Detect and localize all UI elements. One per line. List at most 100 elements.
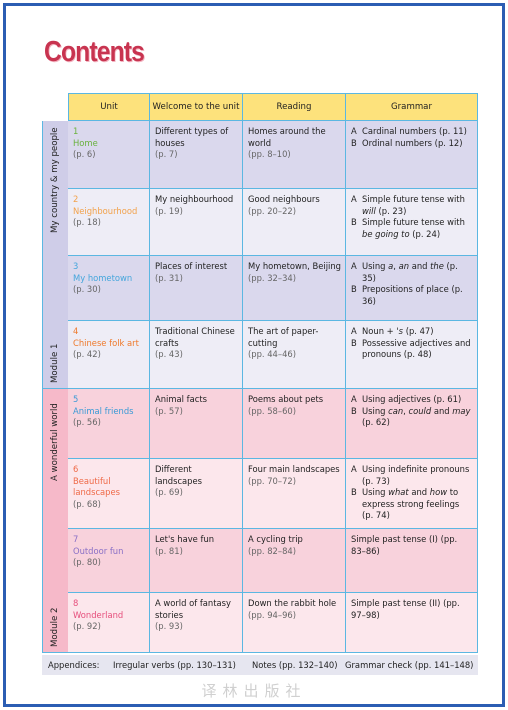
grammar-part: , (393, 261, 399, 271)
unit-number: 6 (73, 464, 79, 474)
reading-text: My hometown, Beijing (248, 261, 341, 271)
grammar-letter: B (351, 137, 357, 148)
reading-cell: The art of paper-cutting (pp. 44–46) (243, 321, 346, 389)
unit-cell: 3 My hometown (p. 30) (68, 256, 150, 321)
grammar-part: Using (362, 261, 389, 271)
reading-cell: Four main landscapes (pp. 70–72) (243, 459, 346, 529)
grammar-item: A Simple future tense with will (p. 23) (351, 194, 473, 217)
reading-cell: My hometown, Beijing (pp. 32–34) (243, 256, 346, 321)
grammar-part: 's (396, 326, 404, 336)
module-label: Module 1 (50, 343, 60, 383)
grammar-part: and (409, 261, 431, 271)
reading-cell: Good neighbours (pp. 20–22) (243, 189, 346, 256)
grammar-part: can (388, 405, 404, 416)
grammar-item: A Using indefinite pronouns (p. 73) (351, 464, 473, 487)
unit-name: Outdoor fun (73, 545, 124, 556)
welcome-text: Different landscapes (155, 464, 203, 486)
unit-number: 5 (73, 394, 79, 404)
unit-cell: 6 Beautiful landscapes (p. 68) (68, 459, 150, 529)
grammar-cell: A Using adjectives (p. 61) B Using can, cou… (346, 389, 478, 459)
module-strip (42, 389, 69, 653)
grammar-part: Using (362, 487, 389, 497)
grammar-text: Possessive adjectives and pronouns (p. 4… (362, 338, 473, 361)
grammar-cell: A Simple future tense with will (p. 23) B S… (346, 189, 478, 256)
reading-text: The art of paper-cutting (248, 326, 319, 348)
grammar-part: Simple future tense with (362, 217, 465, 227)
grammar-item: A Using adjectives (p. 61) (351, 394, 473, 406)
header-cell: Grammar (346, 93, 478, 121)
grammar-part: (p. 23) (375, 205, 407, 216)
unit-number: 4 (73, 326, 79, 336)
unit-pages: (p. 92) (73, 621, 101, 631)
watermark: 译林出版社 (201, 682, 307, 700)
grammar-letter: B (351, 337, 357, 348)
welcome-text: Places of interest (155, 261, 228, 271)
grammar-item: B Prepositions of place (p. 36) (351, 284, 473, 307)
welcome-cell: Let's have fun (p. 81) (150, 529, 243, 593)
welcome-pages: (p. 93) (155, 621, 183, 631)
unit-pages: (p. 18) (73, 217, 101, 227)
grammar-text: Using indefinite pronouns (p. 73) (362, 464, 473, 487)
grammar-text: Cardinal numbers (p. 11) (362, 126, 467, 138)
welcome-text: A world of fantasy stories (155, 598, 231, 620)
grammar-item: B Using can, could and may (p. 62) (351, 406, 473, 429)
grammar-cell: Simple past tense (I) (pp. 83–86) (346, 529, 478, 593)
unit-cell: 7 Outdoor fun (p. 80) (68, 529, 150, 593)
grammar-letter: A (351, 394, 357, 404)
welcome-text: Different types of houses (155, 126, 229, 148)
unit-name: Wonderland (73, 609, 124, 620)
grammar-part: Using indefinite pronouns (p. 73) (362, 464, 470, 486)
welcome-text: Let's have fun (155, 534, 215, 544)
grammar-part: what (388, 487, 409, 497)
welcome-cell: Animal facts (p. 57) (150, 389, 243, 459)
unit-number: 1 (73, 126, 79, 136)
unit-name: Neighbourhood (73, 205, 138, 216)
grammar-text: Using a, an and the (p. 35) (362, 261, 473, 284)
welcome-cell: My neighbourhood (p. 19) (150, 189, 243, 256)
welcome-pages: (p. 43) (155, 349, 183, 359)
grammar-text: Simple past tense (I) (pp. 83–86) (351, 534, 473, 557)
grammar-part: Simple future tense with (362, 194, 465, 204)
unit-cell: 4 Chinese folk art (p. 42) (68, 321, 150, 389)
welcome-pages: (p. 19) (155, 205, 183, 216)
grammar-letter: A (351, 194, 357, 204)
welcome-pages: (p. 57) (155, 405, 183, 416)
welcome-cell: A world of fantasy stories (p. 93) (150, 593, 243, 653)
unit-pages: (p. 68) (73, 498, 101, 509)
grammar-part: Prepositions of place (p. 36) (362, 284, 463, 306)
grammar-text: Prepositions of place (p. 36) (362, 284, 473, 307)
unit-cell: 2 Neighbourhood (p. 18) (68, 189, 150, 256)
grammar-part: an (398, 261, 410, 271)
unit-name: Beautiful landscapes (73, 475, 121, 498)
grammar-text: Simple future tense with be going to (p.… (362, 217, 473, 240)
appendices-label: Appendices: (48, 660, 100, 670)
grammar-cell: A Using indefinite pronouns (p. 73) B Using… (346, 459, 478, 529)
grammar-text: Simple future tense with will (p. 23) (362, 194, 473, 217)
module-strip (42, 121, 69, 389)
unit-pages: (p. 6) (73, 149, 96, 159)
reading-cell: Down the rabbit hole (pp. 94–96) (243, 593, 346, 653)
grammar-text: Noun + 's (p. 47) (362, 326, 434, 338)
reading-pages: (pp. 94–96) (248, 609, 296, 620)
grammar-cell: Simple past tense (II) (pp. 97–98) (346, 593, 478, 653)
grammar-letter: B (351, 217, 357, 227)
grammar-part: , (403, 405, 409, 416)
grammar-part: how (429, 487, 448, 497)
unit-number: 3 (73, 261, 79, 271)
appendix-item: Irregular verbs (pp. 130–131) (113, 660, 236, 670)
reading-cell: A cycling trip (pp. 82–84) (243, 529, 346, 593)
unit-cell: 5 Animal friends (p. 56) (68, 389, 150, 459)
reading-text: Four main landscapes (248, 464, 340, 474)
header-cell: Unit (68, 93, 150, 121)
welcome-cell: Different landscapes (p. 69) (150, 459, 243, 529)
unit-name: Animal friends (73, 405, 134, 416)
module-label: Module 2 (50, 607, 60, 647)
module-theme: My country & my people (50, 127, 60, 233)
grammar-item: A Using a, an and the (p. 35) (351, 261, 473, 284)
grammar-part: (p. 24) (409, 228, 441, 239)
grammar-letter: B (351, 284, 357, 294)
welcome-pages: (p. 81) (155, 545, 183, 556)
unit-pages: (p. 56) (73, 417, 101, 427)
unit-number: 7 (73, 534, 79, 544)
reading-pages: (pp. 58–60) (248, 405, 296, 416)
